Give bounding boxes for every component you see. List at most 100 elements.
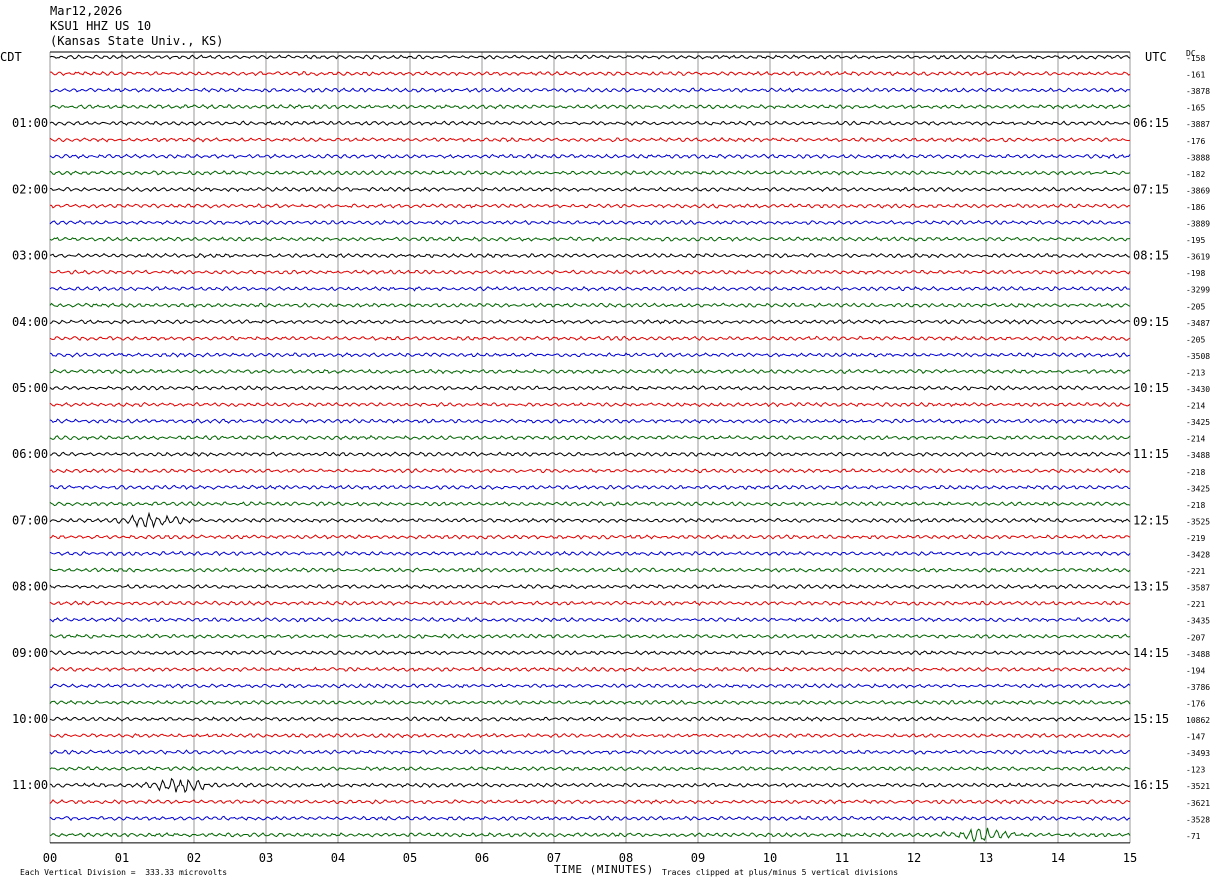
trace-dc-value: -176: [1186, 699, 1205, 708]
seismic-trace: [49, 827, 1131, 843]
trace-dc-value: -35879: [1186, 584, 1210, 593]
left-hour-label: 01:00: [12, 116, 48, 130]
trace-dc-value: -71: [1186, 832, 1201, 841]
trace-dc-value: -214: [1186, 435, 1205, 444]
left-hour-label: 06:00: [12, 447, 48, 461]
trace-dc-value: -123: [1186, 766, 1205, 775]
right-hour-label: 06:15: [1133, 116, 1169, 130]
trace-dc-value: -35288: [1186, 815, 1210, 824]
seismic-trace: [49, 368, 1131, 375]
seismic-trace: [49, 777, 1131, 794]
header-location: (Kansas State Univ., KS): [50, 34, 224, 48]
trace-dc-value: -35083: [1186, 352, 1210, 361]
x-tick-label: 01: [115, 851, 129, 865]
trace-dc-value: -198: [1186, 269, 1205, 278]
seismic-trace: [49, 385, 1131, 391]
dc-label: DC: [1186, 49, 1196, 58]
seismic-trace: [49, 451, 1131, 457]
x-tick-label: 11: [835, 851, 849, 865]
trace-dc-value: -38888: [1186, 153, 1210, 162]
left-hour-label: 07:00: [12, 513, 48, 527]
trace-dc-value: -176: [1186, 137, 1205, 146]
seismic-trace: [49, 319, 1131, 325]
left-hour-label: 02:00: [12, 182, 48, 196]
seismic-trace: [49, 335, 1131, 342]
seismic-trace: [49, 219, 1131, 226]
clip-note: Traces clipped at plus/minus 5 vertical …: [662, 868, 899, 877]
x-tick-label: 06: [475, 851, 489, 865]
seismic-trace: [49, 550, 1131, 557]
right-hour-label: 08:15: [1133, 249, 1169, 263]
seismic-trace: [49, 252, 1131, 259]
right-hour-label: 15:15: [1133, 712, 1169, 726]
seismic-trace: [49, 567, 1131, 573]
trace-dc-value: -34283: [1186, 551, 1210, 560]
trace-dc-value: -207: [1186, 633, 1205, 642]
left-hour-label: 05:00: [12, 381, 48, 395]
seismic-trace: [49, 799, 1131, 805]
seismic-trace: [49, 153, 1131, 160]
right-hour-label: 12:15: [1133, 513, 1169, 527]
x-tick-label: 04: [331, 851, 345, 865]
seismic-trace: [49, 302, 1131, 308]
trace-dc-value: -34353: [1186, 617, 1210, 626]
trace-dc-value: -205: [1186, 335, 1205, 344]
trace-dc-value: -34258: [1186, 418, 1210, 427]
trace-dc-value: -218: [1186, 501, 1205, 510]
seismic-trace: [49, 103, 1131, 110]
trace-dc-value: -34888: [1186, 650, 1210, 659]
trace-dc-value: -221: [1186, 567, 1205, 576]
right-hour-label: 11:15: [1133, 447, 1169, 461]
seismic-trace: [49, 170, 1131, 176]
left-hour-label: 10:00: [12, 712, 48, 726]
x-tick-label: 12: [907, 851, 921, 865]
scale-note: Each Vertical Division = 333.33 microvol…: [20, 868, 228, 877]
x-tick-label: 09: [691, 851, 705, 865]
seismic-trace: [49, 236, 1131, 242]
trace-dc-value: -165: [1186, 104, 1205, 113]
trace-dc-value: -38690: [1186, 186, 1210, 195]
trace-dc-value: -221: [1186, 600, 1205, 609]
trace-dc-value: -36192: [1186, 253, 1210, 262]
seismic-trace: [49, 484, 1131, 491]
trace-dc-value: 10862: [1186, 716, 1210, 725]
left-hour-label: 04:00: [12, 315, 48, 329]
x-tick-label: 00: [43, 851, 57, 865]
seismic-trace: [49, 749, 1130, 755]
x-tick-label: 13: [979, 851, 993, 865]
header-station: KSU1 HHZ US 10: [50, 19, 152, 33]
seismic-trace: [49, 120, 1130, 126]
x-tick-label: 05: [403, 851, 417, 865]
right-hour-label: 09:15: [1133, 315, 1169, 329]
seismic-trace: [49, 766, 1131, 772]
trace-dc-value: -158: [1186, 54, 1205, 63]
seismic-trace: [49, 633, 1131, 639]
seismic-trace: [49, 137, 1131, 143]
left-hour-label: 11:00: [12, 778, 48, 792]
left-timezone-label: CDT: [0, 50, 22, 64]
trace-dc-value: -213: [1186, 368, 1205, 377]
seismic-trace: [49, 616, 1131, 623]
seismic-trace: [50, 70, 1131, 77]
seismic-trace: [49, 87, 1130, 93]
seismic-trace: [49, 666, 1131, 673]
seismic-trace: [49, 434, 1131, 441]
x-tick-label: 08: [619, 851, 633, 865]
trace-dc-value: -195: [1186, 236, 1205, 245]
x-tick-label: 14: [1051, 851, 1065, 865]
left-hour-label: 09:00: [12, 646, 48, 660]
trace-dc-value: -35257: [1186, 517, 1210, 526]
trace-dc-value: -161: [1186, 71, 1205, 80]
trace-dc-value: -34888: [1186, 451, 1210, 460]
trace-dc-value: -219: [1186, 534, 1205, 543]
seismic-trace: [49, 683, 1131, 689]
seismic-trace: [49, 501, 1131, 507]
seismic-trace: [49, 716, 1131, 722]
trace-dc-value: -38878: [1186, 120, 1210, 129]
seismic-trace: [49, 815, 1131, 822]
x-tick-label: 03: [259, 851, 273, 865]
trace-dc-value: -37865: [1186, 683, 1210, 692]
x-tick-label: 10: [763, 851, 777, 865]
trace-dc-value: -34256: [1186, 484, 1210, 493]
right-hour-label: 10:15: [1133, 381, 1169, 395]
